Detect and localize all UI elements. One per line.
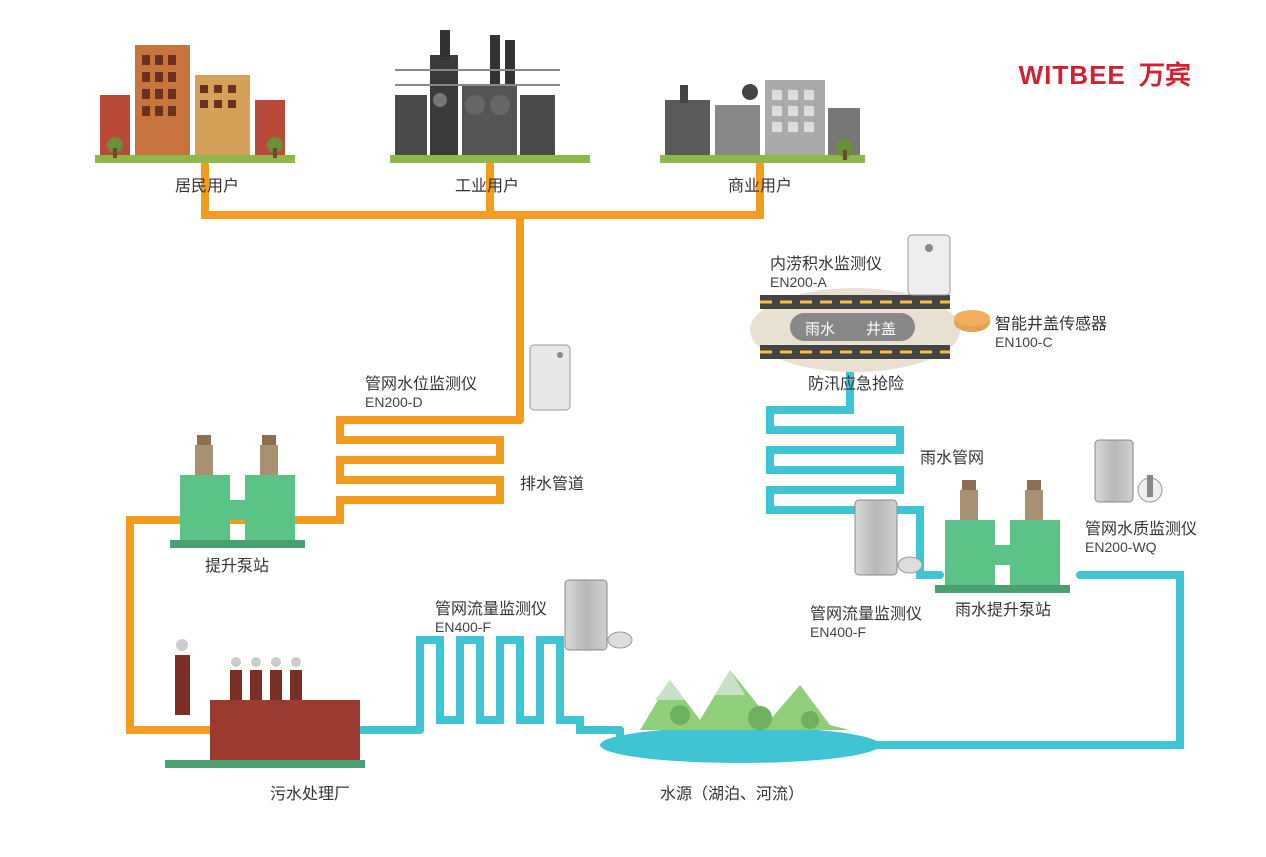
manhole-sensor-title: 智能井盖传感器 (995, 316, 1107, 333)
commercial-building-icon (660, 80, 865, 163)
label-flow-1: 管网流量监测仪 EN400-F (435, 595, 547, 635)
device-en100c-icon (954, 310, 990, 332)
manhole-sensor-model: EN100-C (995, 334, 1107, 350)
label-water-source: 水源（湖泊、河流） (660, 780, 804, 804)
flow-2-title: 管网流量监测仪 (810, 606, 922, 623)
water-source-icon (600, 670, 880, 763)
label-sewage-plant: 污水处理厂 (270, 780, 350, 804)
residential-building-icon (95, 45, 295, 163)
pipe-to-source (620, 730, 890, 745)
water-level-title: 管网水位监测仪 (365, 376, 477, 393)
device-en200a-icon (908, 235, 950, 295)
flood-monitor-model: EN200-A (770, 274, 882, 290)
flood-road-icon (750, 288, 960, 372)
flow-1-model: EN400-F (435, 619, 547, 635)
label-flood-monitor: 内涝积水监测仪 EN200-A (770, 250, 882, 290)
road-label-right: 井盖 (866, 318, 896, 339)
logo-en: WITBEE (1019, 60, 1126, 90)
pipe-serpentine-cyan-1 (420, 640, 620, 730)
water-level-model: EN200-D (365, 394, 477, 410)
label-commercial: 商业用户 (728, 172, 792, 196)
label-pump-station: 提升泵站 (205, 552, 269, 576)
label-rain-network: 雨水管网 (920, 444, 984, 468)
industrial-building-icon (390, 30, 590, 163)
label-industrial: 工业用户 (455, 172, 519, 196)
sewage-plant-icon (165, 639, 365, 768)
device-en400f-2-icon (855, 500, 922, 575)
label-quality: 管网水质监测仪 EN200-WQ (1085, 515, 1197, 555)
label-water-level: 管网水位监测仪 EN200-D (365, 370, 477, 410)
road-label-left: 雨水 (805, 318, 835, 339)
label-flood-response: 防汛应急抢险 (808, 370, 904, 394)
label-residential: 居民用户 (175, 172, 239, 196)
pipe-rain-serpentine (770, 370, 940, 575)
quality-title: 管网水质监测仪 (1085, 521, 1197, 538)
rain-pump-station-icon (935, 480, 1070, 593)
label-drain-pipe: 排水管道 (520, 470, 584, 494)
quality-model: EN200-WQ (1085, 539, 1197, 555)
device-en200d-icon (530, 345, 570, 410)
label-manhole-sensor: 智能井盖传感器 EN100-C (995, 310, 1107, 350)
diagram-canvas (0, 0, 1266, 857)
brand-logo: WITBEE 万宾 (1019, 55, 1191, 92)
flow-1-title: 管网流量监测仪 (435, 601, 547, 618)
flow-2-model: EN400-F (810, 624, 922, 640)
pipe-commercial (520, 165, 760, 215)
pump-station-icon (170, 435, 305, 548)
flood-monitor-title: 内涝积水监测仪 (770, 256, 882, 273)
label-flow-2: 管网流量监测仪 EN400-F (810, 600, 922, 640)
logo-cn: 万宾 (1139, 60, 1191, 90)
pipe-serpentine-orange (310, 420, 520, 520)
device-en200wq-icon (1095, 440, 1162, 502)
label-rain-pump: 雨水提升泵站 (955, 596, 1051, 620)
pipe-pump-to-plant (130, 520, 215, 730)
device-en400f-1-icon (565, 580, 632, 650)
